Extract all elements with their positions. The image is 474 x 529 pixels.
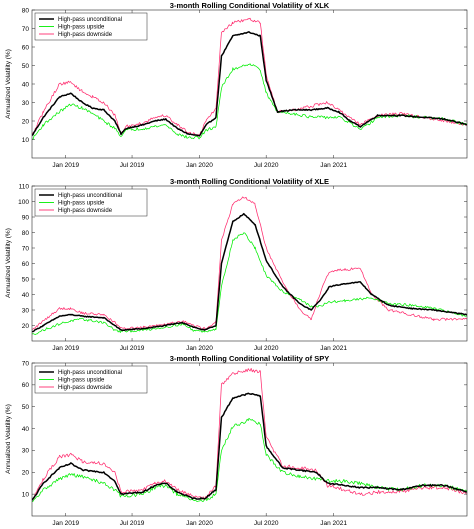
y-tick-label: 50 bbox=[22, 63, 30, 70]
y-tick-label: 100 bbox=[18, 199, 29, 206]
legend: High-pass unconditional High-pass upsideH… bbox=[34, 12, 148, 41]
y-tick-label: 50 bbox=[22, 404, 30, 411]
legend-entry: High-pass upside bbox=[58, 378, 105, 384]
x-tick-label: Jan 2020 bbox=[186, 520, 213, 527]
panel-xle: 3-month Rolling Conditional Volatility o… bbox=[5, 177, 468, 352]
panel-xlk: 3-month Rolling Conditional Volatility o… bbox=[5, 1, 468, 169]
y-tick-label: 70 bbox=[22, 360, 30, 367]
y-tick-label: 40 bbox=[22, 81, 30, 88]
x-tick-label: Jul 2019 bbox=[120, 520, 145, 527]
x-tick-label: Jan 2021 bbox=[320, 520, 347, 527]
y-tick-label: 40 bbox=[22, 292, 30, 299]
y-tick-label: 60 bbox=[22, 44, 30, 51]
legend: High-pass unconditional High-pass upsideH… bbox=[34, 365, 148, 394]
series-line-high-pass-downside bbox=[32, 196, 467, 330]
chart-title: 3-month Rolling Conditional Volatility o… bbox=[170, 1, 330, 10]
legend-box bbox=[34, 12, 148, 41]
legend-entry: High-pass unconditional bbox=[58, 370, 122, 376]
y-tick-label: 30 bbox=[22, 448, 30, 455]
plot-area: 10 20 30 40 50 60 70 Jan 2019 Jul 2019 Jan 2020 Ju… bbox=[22, 360, 468, 527]
legend-entry: High-pass unconditional bbox=[58, 193, 122, 199]
series-line-high-pass-downside bbox=[32, 368, 467, 501]
x-tick-label: Jan 2020 bbox=[186, 162, 213, 169]
y-tick-label: 50 bbox=[22, 276, 30, 283]
y-tick-label: 90 bbox=[22, 214, 30, 221]
x-tick-label: Jul 2020 bbox=[254, 162, 279, 169]
series-lines bbox=[32, 368, 467, 503]
series-lines bbox=[32, 196, 467, 335]
legend-entry: High-pass unconditional bbox=[58, 17, 122, 23]
legend-entry: High-pass downside bbox=[58, 208, 113, 214]
series-line-high-pass-unconditional bbox=[32, 31, 467, 137]
x-tick-label: Jul 2019 bbox=[120, 345, 145, 352]
series-line-high-pass-unconditional bbox=[32, 392, 467, 501]
chart-title: 3-month Rolling Conditional Volatility o… bbox=[170, 177, 329, 186]
legend: High-pass unconditional High-pass upsideH… bbox=[34, 188, 148, 217]
plot-area: 10 20 30 40 50 60 70 80 Jan 2019 Jul 2019 Jan 2020… bbox=[22, 7, 468, 169]
plot-area: 20 30 40 50 60 70 80 90 100 110 Jan 2019 Jul 2019 Ja… bbox=[18, 183, 468, 352]
y-axis-label: Annualized Volatility (%) bbox=[5, 49, 12, 119]
y-tick-label: 20 bbox=[22, 323, 30, 330]
x-tick-label: Jul 2019 bbox=[120, 162, 145, 169]
y-tick-label: 20 bbox=[22, 470, 30, 477]
x-tick-label: Jan 2021 bbox=[320, 162, 347, 169]
series-line-high-pass-downside bbox=[32, 17, 467, 137]
y-tick-label: 10 bbox=[22, 137, 30, 144]
y-tick-label: 20 bbox=[22, 118, 30, 125]
y-tick-label: 30 bbox=[22, 100, 30, 107]
x-tick-label: Jan 2019 bbox=[52, 345, 79, 352]
series-line-high-pass-unconditional bbox=[32, 212, 467, 333]
y-tick-label: 70 bbox=[22, 245, 30, 252]
y-tick-label: 60 bbox=[22, 261, 30, 268]
y-tick-label: 30 bbox=[22, 307, 30, 314]
series-line-high-pass-upside bbox=[32, 232, 467, 335]
legend-entry: High-pass upside bbox=[58, 201, 105, 207]
x-tick-label: Jan 2019 bbox=[52, 520, 79, 527]
x-tick-label: Jul 2020 bbox=[254, 345, 279, 352]
legend-entry: High-pass downside bbox=[58, 32, 113, 38]
y-axis-label: Annualized Volatility (%) bbox=[5, 404, 12, 474]
panel-spy: 3-month Rolling Conditional Volatility o… bbox=[5, 354, 468, 527]
y-tick-label: 110 bbox=[19, 183, 30, 190]
legend-entry: High-pass downside bbox=[58, 385, 113, 391]
y-tick-label: 80 bbox=[22, 7, 30, 14]
y-tick-label: 80 bbox=[22, 230, 30, 237]
y-tick-label: 70 bbox=[22, 26, 30, 33]
x-tick-label: Jul 2020 bbox=[254, 520, 279, 527]
series-line-high-pass-upside bbox=[32, 63, 467, 140]
y-tick-label: 10 bbox=[22, 491, 30, 498]
y-tick-label: 40 bbox=[22, 426, 30, 433]
legend-entry: High-pass upside bbox=[58, 25, 105, 31]
x-tick-label: Jan 2020 bbox=[186, 345, 213, 352]
x-tick-label: Jan 2021 bbox=[320, 345, 347, 352]
series-lines bbox=[32, 17, 467, 140]
chart-title: 3-month Rolling Conditional Volatility o… bbox=[170, 354, 329, 363]
y-axis-label: Annualized Volatility (%) bbox=[5, 228, 12, 298]
axes-box bbox=[31, 362, 468, 517]
y-tick-label: 60 bbox=[22, 382, 30, 389]
x-tick-label: Jan 2019 bbox=[52, 162, 79, 169]
